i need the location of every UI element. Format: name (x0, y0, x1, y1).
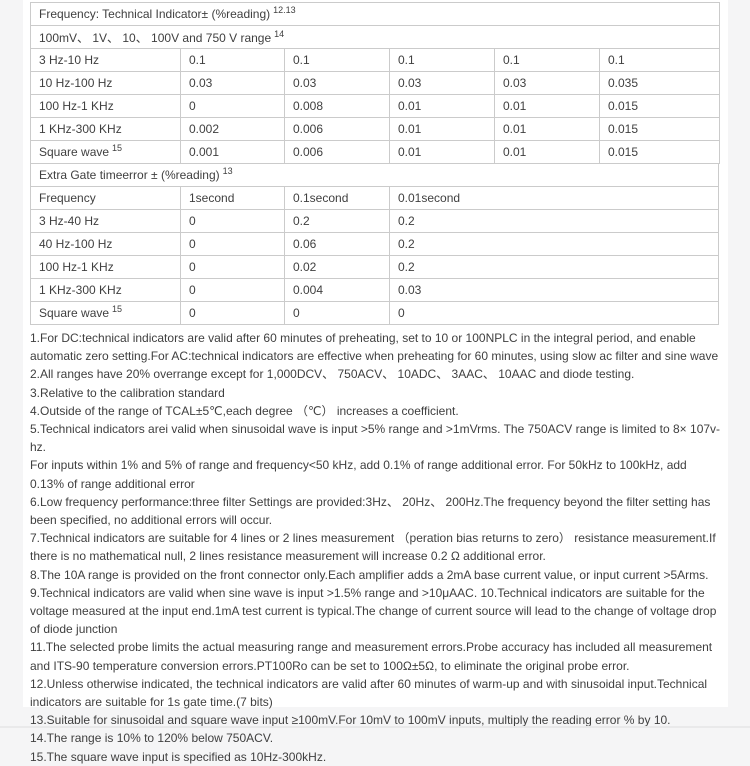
cell-value: 0 (388, 301, 720, 325)
cell-value: 0.015 (598, 94, 721, 118)
note-7: 7.Technical indicators are suitable for … (30, 531, 716, 564)
table1-range-cell: 100mV、 1V、 10、 100V and 750 V range 14 (29, 25, 721, 49)
table2-header-row: Frequency 1second 0.1second 0.01second (30, 186, 720, 210)
row-label: 1 KHz-300 KHz (30, 117, 181, 141)
cell-value: 0.01 (389, 117, 495, 141)
cell-value: 0.03 (389, 71, 495, 95)
table-row: 1 KHz-300 KHz 0.002 0.006 0.01 0.01 0.01… (30, 117, 721, 141)
content-panel: Frequency: Technical Indicator± (%readin… (23, 0, 728, 764)
cell-value: 0 (180, 94, 285, 118)
cell-value: 0.002 (180, 117, 285, 141)
notes-section: 1.For DC:technical indicators are valid … (30, 329, 723, 766)
cell-value: 0 (180, 232, 285, 256)
cell-value: 0.2 (284, 209, 390, 233)
cell-value: 0 (180, 278, 285, 302)
note-1: 1.For DC:technical indicators are valid … (30, 331, 719, 364)
gate-time-error-table: Extra Gate timeerror ± (%reading) 13 Freq… (29, 163, 720, 325)
cell-value: 0.001 (180, 140, 285, 164)
note-9-10: 9.Technical indicators are valid when si… (30, 585, 717, 637)
cell-value: 0.015 (598, 117, 721, 141)
row-label: 10 Hz-100 Hz (30, 71, 181, 95)
cell-value: 0.2 (388, 232, 720, 256)
column-header: Frequency (30, 186, 181, 210)
cell-value: 0 (180, 301, 285, 325)
cell-value: 0.1 (389, 48, 495, 72)
footnote-ref: 12.13 (273, 5, 296, 15)
note-3: 3.Relative to the calibration standard (30, 385, 225, 400)
row-label: 3 Hz-40 Hz (30, 209, 181, 233)
row-label: Square wave 15 (30, 301, 181, 325)
cell-value: 0.008 (284, 94, 390, 118)
column-header: 0.1second (284, 186, 390, 210)
table-row: 10 Hz-100 Hz 0.03 0.03 0.03 0.03 0.035 (30, 71, 721, 95)
cell-value: 0 (180, 255, 285, 279)
cell-value: 0.1 (180, 48, 285, 72)
cell-value: 0.006 (284, 117, 390, 141)
row-label: 1 KHz-300 KHz (30, 278, 181, 302)
note-13: 13.Suitable for sinusoidal and square wa… (30, 713, 671, 728)
column-header: 1second (180, 186, 285, 210)
cell-value: 0.03 (388, 278, 720, 302)
note-12: 12.Unless otherwise indicated, the techn… (30, 676, 708, 710)
cell-value: 0.1 (284, 48, 390, 72)
cell-value: 0.01 (389, 94, 495, 118)
cell-value: 0.2 (388, 255, 720, 279)
table-row: 3 Hz-10 Hz 0.1 0.1 0.1 0.1 0.1 (30, 48, 721, 72)
note-14: 14.The range is 10% to 120% below 750ACV… (30, 731, 274, 746)
table-row: Square wave 15 0 0 0 (30, 301, 720, 325)
table1-title-row: Frequency: Technical Indicator± (%readin… (29, 2, 721, 26)
cell-value: 0.015 (598, 140, 721, 164)
table-row: Square wave 15 0.001 0.006 0.01 0.01 0.01… (30, 140, 721, 164)
table1-title: Frequency: Technical Indicator± (%readin… (39, 7, 271, 21)
footnote-ref: 13 (222, 166, 233, 176)
row-label: Square wave 15 (30, 140, 181, 164)
row-label: 3 Hz-10 Hz (30, 48, 181, 72)
table2-title-cell: Extra Gate timeerror ± (%reading) 13 (29, 163, 720, 187)
note-8: 8.The 10A range is provided on the front… (30, 567, 709, 582)
footnote-ref: 15 (112, 143, 123, 153)
cell-value: 0.1 (598, 48, 721, 72)
note-4: 4.Outside of the range of TCAL±5℃,each d… (30, 403, 459, 418)
cell-value: 0.1 (494, 48, 600, 72)
cell-value: 0.03 (180, 71, 285, 95)
cell-value: 0.02 (284, 255, 390, 279)
cell-value: 0.2 (388, 209, 720, 233)
note-15: 15.The square wave input is specified as… (30, 749, 327, 764)
cell-value: 0.03 (284, 71, 390, 95)
note-11: 11.The selected probe limits the actual … (30, 640, 713, 673)
table1-range-label: 100mV、 1V、 10、 100V and 750 V range (39, 30, 272, 45)
cell-value: 0.035 (598, 71, 721, 95)
row-label: 100 Hz-1 KHz (30, 94, 181, 118)
cell-value: 0.06 (284, 232, 390, 256)
table2-title: Extra Gate timeerror ± (%reading) (39, 168, 220, 182)
row-label: 40 Hz-100 Hz (30, 232, 181, 256)
cell-value: 0.006 (284, 140, 390, 164)
cell-value: 0 (180, 209, 285, 233)
note-6: 6.Low frequency performance:three filter… (30, 494, 711, 528)
cell-value: 0.01 (494, 117, 600, 141)
note-2: 2.All ranges have 20% overrange except f… (30, 367, 635, 382)
table2-title-row: Extra Gate timeerror ± (%reading) 13 (29, 163, 720, 187)
table-row: 100 Hz-1 KHz 0 0.008 0.01 0.01 0.015 (30, 94, 721, 118)
note-5: 5.Technical indicators arei valid when s… (30, 422, 721, 491)
row-label: 100 Hz-1 KHz (30, 255, 181, 279)
table1-title-cell: Frequency: Technical Indicator± (%readin… (29, 2, 721, 26)
table-row: 3 Hz-40 Hz 0 0.2 0.2 (30, 209, 720, 233)
column-header: 0.01second (388, 186, 720, 210)
cell-value: 0.004 (284, 278, 390, 302)
cell-value: 0.01 (494, 94, 600, 118)
table-row: 100 Hz-1 KHz 0 0.02 0.2 (30, 255, 720, 279)
table1-range-row: 100mV、 1V、 10、 100V and 750 V range 14 (29, 25, 721, 49)
cell-value: 0.01 (389, 140, 495, 164)
cell-value: 0 (284, 301, 390, 325)
table-row: 1 KHz-300 KHz 0 0.004 0.03 (30, 278, 720, 302)
cell-value: 0.01 (494, 140, 600, 164)
table-row: 40 Hz-100 Hz 0 0.06 0.2 (30, 232, 720, 256)
footnote-ref: 15 (112, 304, 123, 314)
frequency-indicator-table: Frequency: Technical Indicator± (%readin… (29, 2, 721, 164)
cell-value: 0.03 (494, 71, 600, 95)
page-bottom-divider (0, 726, 750, 728)
footnote-ref: 14 (274, 28, 285, 39)
